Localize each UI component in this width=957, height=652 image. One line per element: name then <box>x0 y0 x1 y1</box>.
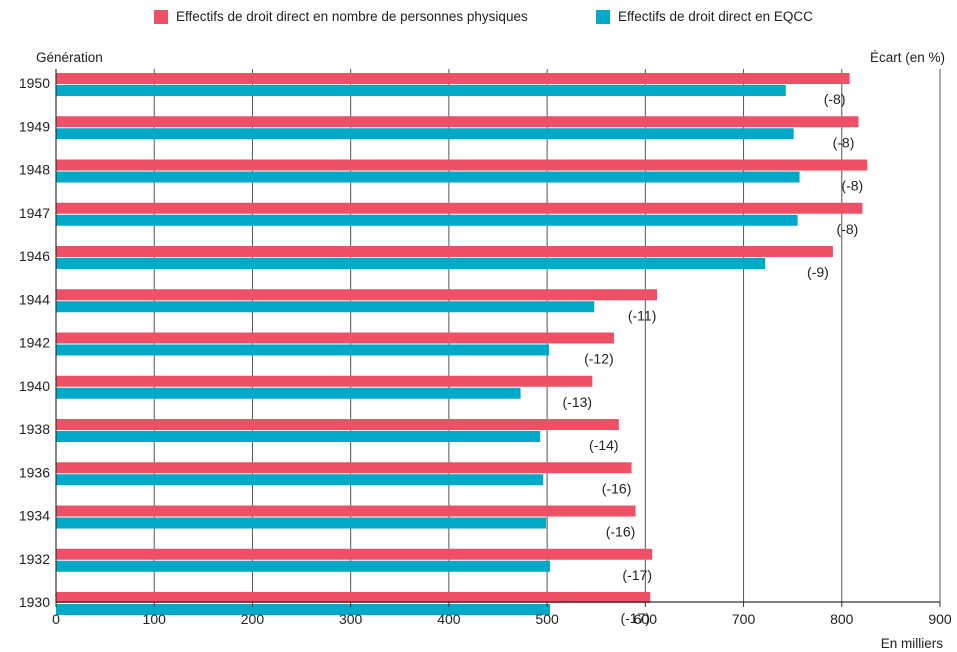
bar-eqcc <box>56 517 547 529</box>
x-axis-title: En milliers <box>880 636 943 651</box>
bar-personnes-physiques <box>56 289 658 301</box>
right-axis-title: Écart (en %) <box>869 50 945 65</box>
y-axis-title: Génération <box>36 50 103 65</box>
bar-personnes-physiques <box>56 462 632 474</box>
x-tick-label: 200 <box>241 611 265 627</box>
bar-personnes-physiques <box>56 505 636 517</box>
bar-personnes-physiques <box>56 548 653 560</box>
gap-label: (-16) <box>602 480 632 496</box>
y-tick-label: 1940 <box>19 378 50 394</box>
bar-personnes-physiques <box>56 332 614 344</box>
y-tick-label: 1949 <box>19 118 50 134</box>
legend-swatch-red <box>154 9 168 24</box>
gap-label: (-9) <box>807 264 829 280</box>
bar-eqcc <box>56 387 521 399</box>
y-tick-label: 1950 <box>19 75 50 91</box>
y-tick-label: 1936 <box>19 464 50 480</box>
x-tick-label: 800 <box>830 611 854 627</box>
gap-label: (-17) <box>620 610 650 626</box>
bar-eqcc <box>56 128 794 140</box>
bar-personnes-physiques <box>56 419 619 430</box>
bar-eqcc <box>56 85 786 96</box>
legend-item-personnes-physiques: Effectifs de droit direct en nombre de p… <box>154 9 528 24</box>
gap-label: (-16) <box>606 524 636 540</box>
legend-label-1: Effectifs de droit direct en nombre de p… <box>176 9 528 24</box>
gap-label: (-8) <box>841 178 863 194</box>
legend: Effectifs de droit direct en nombre de p… <box>0 9 957 31</box>
bar-eqcc <box>56 560 551 572</box>
bar-eqcc <box>56 171 800 183</box>
gap-label: (-17) <box>622 567 652 583</box>
legend-label-2: Effectifs de droit direct en EQCC <box>618 9 813 24</box>
bar-eqcc <box>56 258 766 269</box>
y-tick-label: 1934 <box>19 508 50 524</box>
x-tick-label: 700 <box>732 611 756 627</box>
bar-personnes-physiques <box>56 246 833 257</box>
bar-personnes-physiques <box>56 116 859 128</box>
bar-eqcc <box>56 344 550 356</box>
bar-eqcc <box>56 214 798 226</box>
bar-eqcc <box>56 604 551 615</box>
y-tick-label: 1948 <box>19 162 50 178</box>
bar-personnes-physiques <box>56 159 868 171</box>
x-tick-label: 400 <box>437 611 461 627</box>
y-tick-label: 1938 <box>19 421 50 437</box>
bar-personnes-physiques <box>56 375 593 387</box>
bar-personnes-physiques <box>56 73 850 84</box>
x-tick-label: 500 <box>535 611 559 627</box>
x-tick-label: 900 <box>928 611 952 627</box>
gap-label: (-12) <box>584 351 614 367</box>
y-tick-label: 1942 <box>19 335 50 351</box>
y-tick-label: 1944 <box>19 291 50 307</box>
gap-label: (-14) <box>589 437 619 453</box>
bar-eqcc <box>56 474 544 486</box>
x-tick-label: 0 <box>52 611 60 627</box>
gap-label: (-8) <box>824 91 846 107</box>
gap-label: (-8) <box>833 134 855 150</box>
bar-eqcc <box>56 301 595 313</box>
x-tick-label: 100 <box>143 611 167 627</box>
y-tick-label: 1932 <box>19 551 50 567</box>
gap-label: (-11) <box>628 307 657 323</box>
x-tick-label: 300 <box>339 611 363 627</box>
y-tick-label: 1946 <box>19 248 50 264</box>
bar-eqcc <box>56 431 541 442</box>
gap-label: (-8) <box>837 221 859 237</box>
bar-personnes-physiques <box>56 202 863 214</box>
y-tick-label: 1930 <box>19 594 50 610</box>
legend-swatch-blue <box>596 9 610 24</box>
y-tick-label: 1947 <box>19 205 50 221</box>
bar-personnes-physiques <box>56 592 651 603</box>
gap-label: (-13) <box>563 394 593 410</box>
legend-item-eqcc: Effectifs de droit direct en EQCC <box>596 9 813 24</box>
x-tick-label: 600 <box>634 611 658 627</box>
